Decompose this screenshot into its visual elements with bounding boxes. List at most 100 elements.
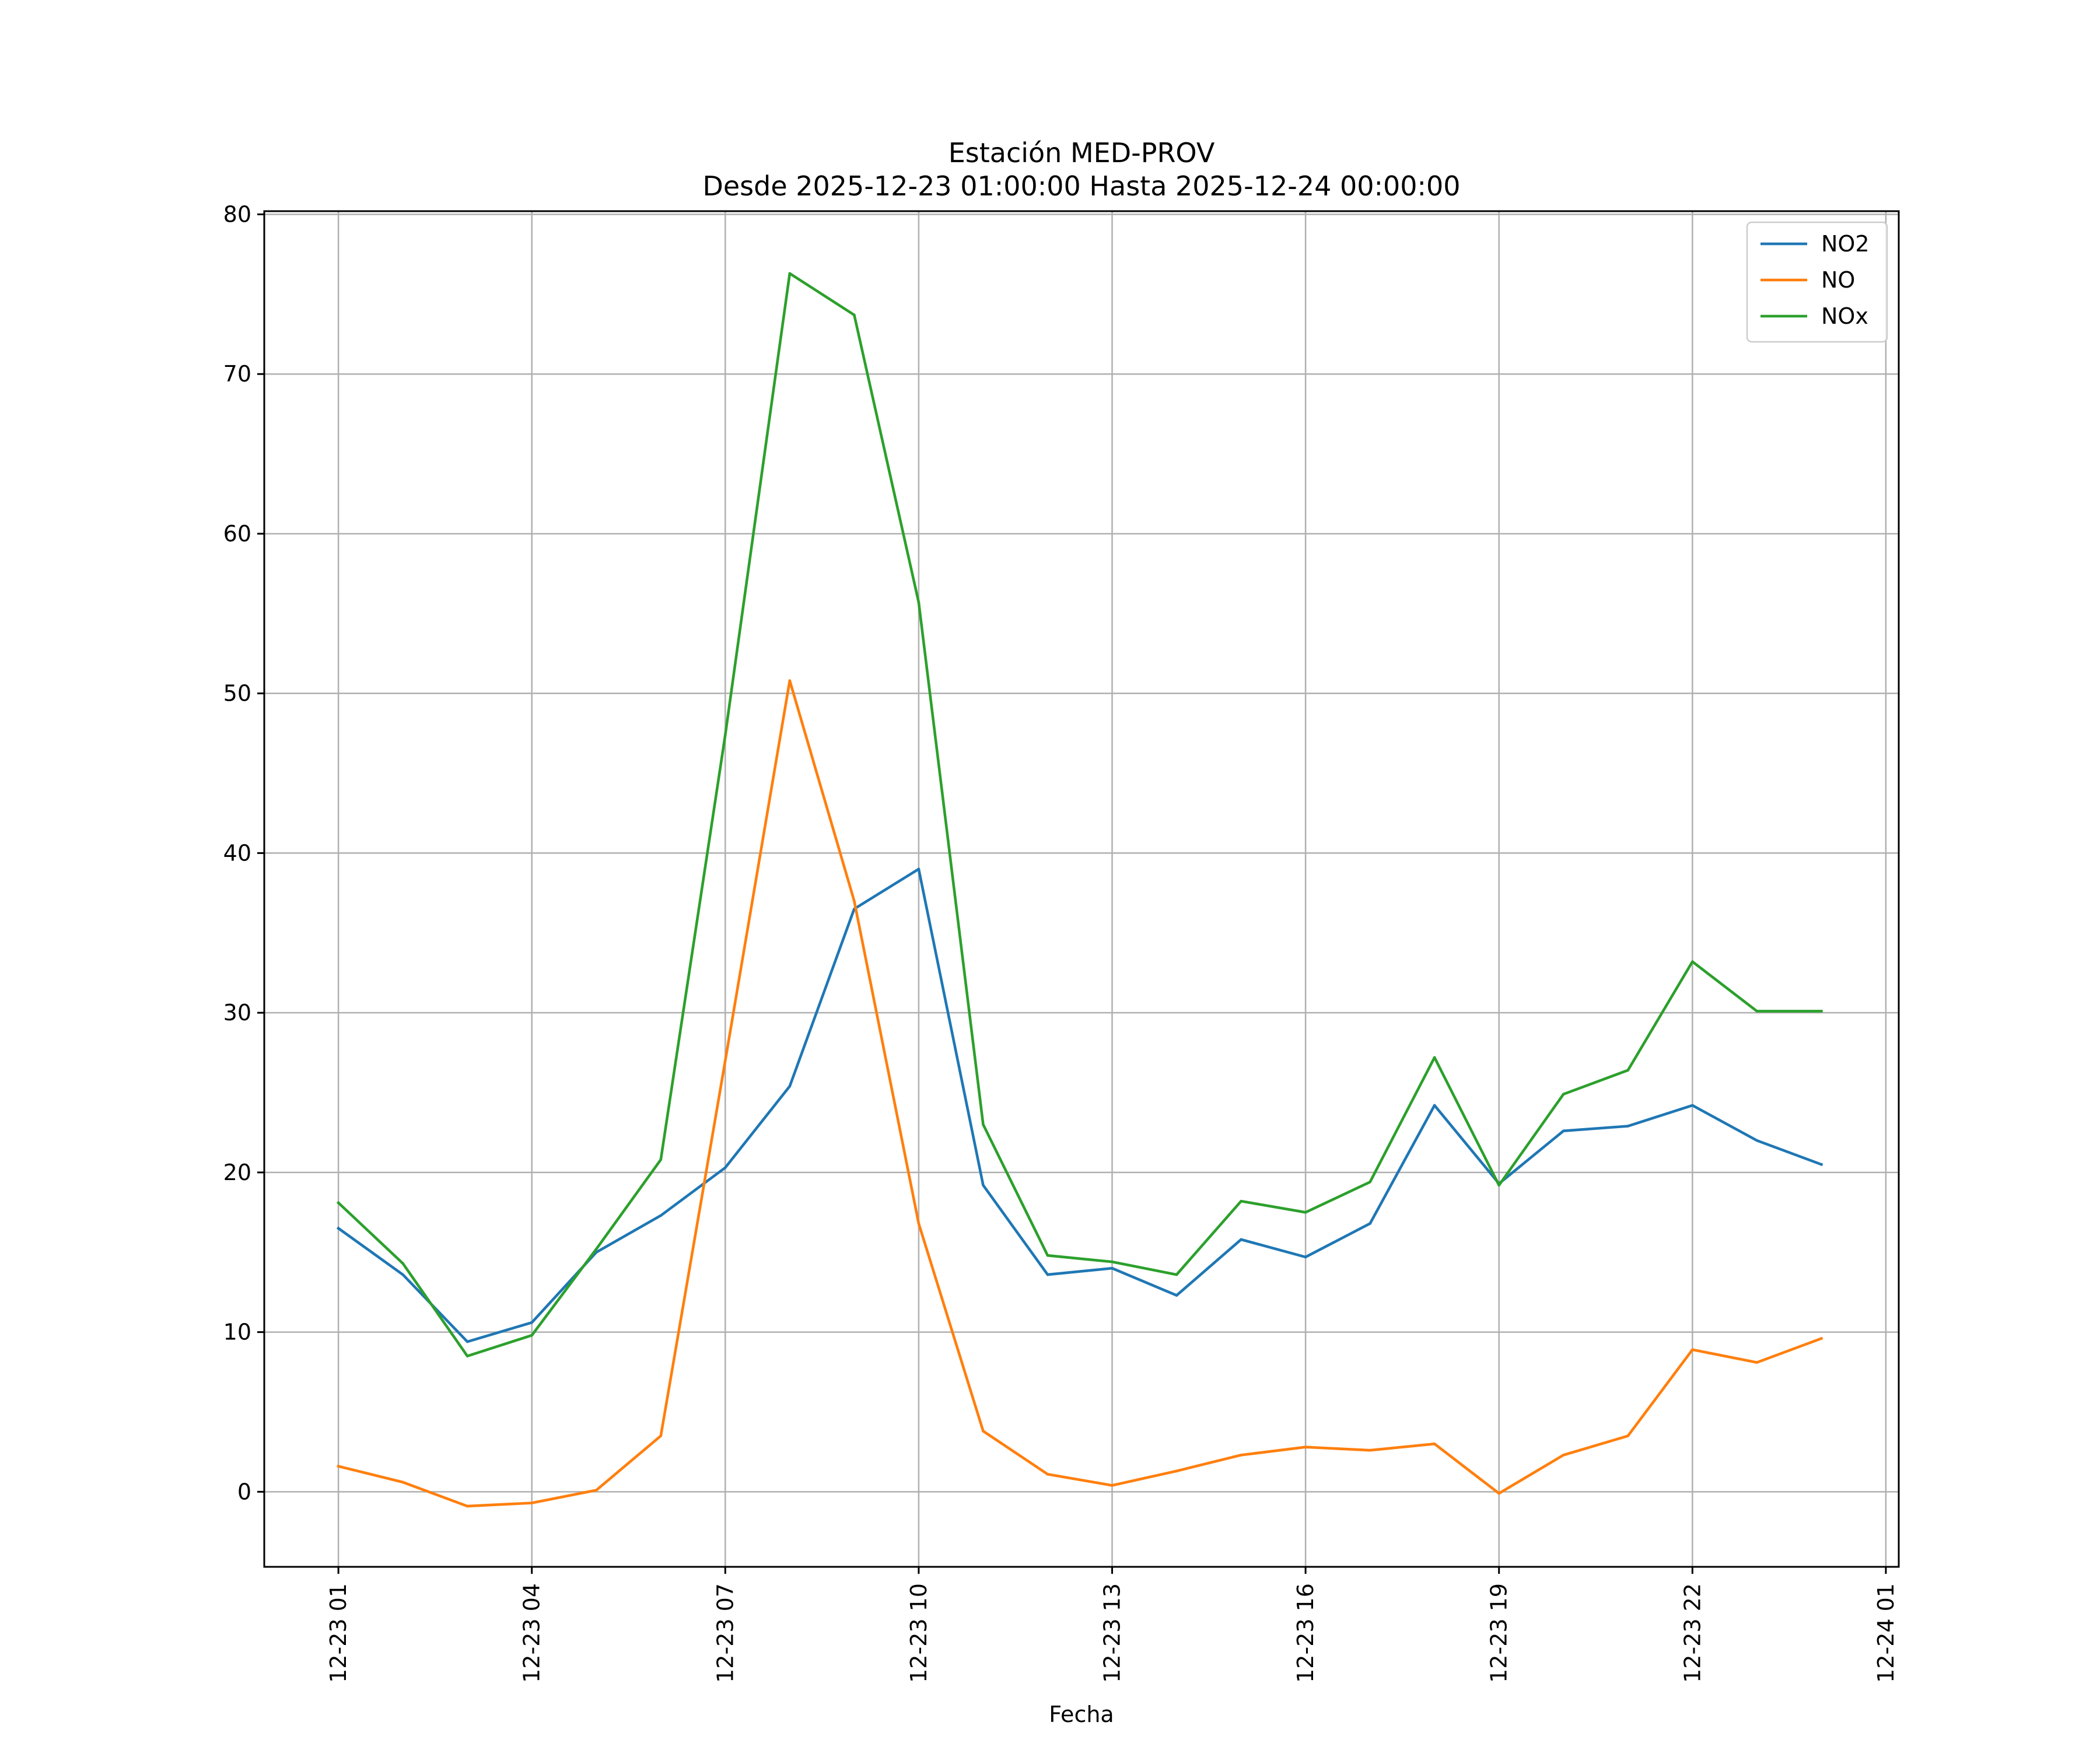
data-point-no [788, 679, 792, 682]
data-point-no2 [1690, 1104, 1694, 1107]
data-point-nox [853, 313, 856, 317]
data-point-nox [401, 1262, 404, 1265]
chart-subtitle: Desde 2025-12-23 01:00:00 Hasta 2025-12-… [702, 170, 1460, 202]
data-point-nox [466, 1354, 469, 1357]
data-point-no [401, 1480, 404, 1484]
data-point-no [1690, 1348, 1694, 1352]
data-point-nox [917, 601, 921, 604]
data-point-no [1046, 1472, 1049, 1476]
data-point-no2 [1562, 1129, 1565, 1133]
data-point-no [1497, 1492, 1500, 1495]
data-point-no [530, 1502, 534, 1504]
data-point-nox [1304, 1211, 1307, 1214]
y-tick-label: 10 [223, 1320, 251, 1345]
legend-frame [1746, 221, 1888, 343]
data-point-nox [659, 1158, 663, 1161]
x-tick-label: 12-23 01 [326, 1583, 351, 1683]
data-point-nox [530, 1334, 534, 1337]
legend-label-no2: NO2 [1821, 231, 1870, 257]
y-tick-label: 80 [223, 201, 251, 227]
legend: NO2 NO NOx [1746, 221, 1888, 343]
data-point-no2 [337, 1227, 340, 1230]
x-tick-label: 12-23 04 [519, 1583, 545, 1683]
plot-frame [263, 210, 1900, 1568]
data-point-nox [1368, 1181, 1371, 1184]
data-point-no [1562, 1454, 1565, 1457]
grid [264, 211, 1899, 1567]
data-point-no [1175, 1469, 1178, 1473]
data-point-no2 [530, 1321, 534, 1324]
data-point-no [337, 1465, 340, 1468]
data-point-no [917, 1222, 921, 1225]
data-point-no [853, 900, 856, 902]
data-point-nox [1240, 1199, 1242, 1203]
data-point-no [1626, 1434, 1630, 1437]
data-point-nox [788, 272, 792, 275]
data-point-no2 [466, 1340, 469, 1343]
x-axis-label: Fecha [1049, 1702, 1114, 1727]
data-point-nox [1175, 1273, 1178, 1276]
data-point-no [982, 1430, 985, 1433]
data-point-no2 [1175, 1294, 1178, 1297]
data-point-no2 [917, 867, 921, 871]
data-point-nox [982, 1123, 985, 1126]
data-point-no [1111, 1484, 1114, 1487]
x-tick-label: 12-23 19 [1486, 1583, 1512, 1683]
data-point-no2 [982, 1184, 985, 1187]
data-point-no2 [401, 1273, 404, 1276]
data-point-nox [1046, 1254, 1049, 1257]
data-point-nox [1562, 1093, 1565, 1096]
data-point-no2 [1240, 1238, 1242, 1241]
data-point-nox [1433, 1056, 1436, 1059]
y-tick-label: 70 [223, 361, 251, 387]
data-point-no2 [1755, 1139, 1759, 1142]
y-tick-label: 20 [223, 1160, 251, 1185]
data-point-no [594, 1489, 598, 1492]
y-axis: 0 10 20 30 40 50 60 70 80 [223, 201, 264, 1504]
data-point-no2 [1820, 1163, 1823, 1166]
y-tick-label: 0 [237, 1479, 251, 1504]
data-point-nox [1690, 960, 1694, 963]
data-point-no2 [1304, 1255, 1307, 1259]
data-point-no2 [1111, 1266, 1114, 1270]
data-point-no2 [1368, 1222, 1371, 1225]
data-point-no2 [1433, 1104, 1436, 1107]
x-tick-label: 12-23 10 [906, 1583, 932, 1683]
data-point-nox [1497, 1184, 1500, 1187]
data-point-nox [337, 1201, 340, 1205]
data-point-no [724, 1059, 727, 1062]
data-point-no [1755, 1361, 1759, 1364]
data-point-nox [1820, 1010, 1823, 1013]
data-point-nox [1111, 1260, 1114, 1264]
x-axis: 12-23 01 12-23 04 12-23 07 12-23 10 12-23 13… [326, 1567, 1899, 1683]
series-lines [336, 272, 1824, 1508]
series-line-no [337, 679, 1824, 1508]
data-point-no2 [659, 1214, 663, 1217]
data-point-nox [1755, 1010, 1759, 1013]
data-point-no [1433, 1442, 1436, 1446]
y-tick-label: 40 [223, 840, 251, 866]
data-point-no [1368, 1448, 1371, 1452]
legend-label-nox: NOx [1821, 303, 1868, 329]
y-tick-label: 30 [223, 1000, 251, 1026]
data-point-no [466, 1504, 469, 1508]
series-line-nox [336, 272, 1823, 1357]
x-tick-label: 12-23 22 [1679, 1583, 1705, 1683]
data-point-no2 [788, 1084, 792, 1088]
data-point-no [1240, 1454, 1242, 1457]
y-tick-label: 60 [223, 521, 251, 547]
x-tick-label: 12-23 07 [712, 1583, 738, 1683]
data-point-nox [1626, 1069, 1630, 1072]
data-point-nox [594, 1247, 598, 1251]
data-point-no [1304, 1446, 1307, 1448]
data-point-no2 [1626, 1125, 1630, 1128]
data-point-no2 [1046, 1273, 1049, 1276]
y-tick-label: 50 [223, 681, 251, 706]
data-point-no [659, 1434, 663, 1437]
data-point-nox [724, 733, 727, 737]
x-tick-label: 12-23 16 [1293, 1583, 1318, 1683]
x-tick-label: 12-24 01 [1873, 1583, 1899, 1683]
x-tick-label: 12-23 13 [1100, 1583, 1125, 1683]
data-point-no [1820, 1337, 1823, 1340]
